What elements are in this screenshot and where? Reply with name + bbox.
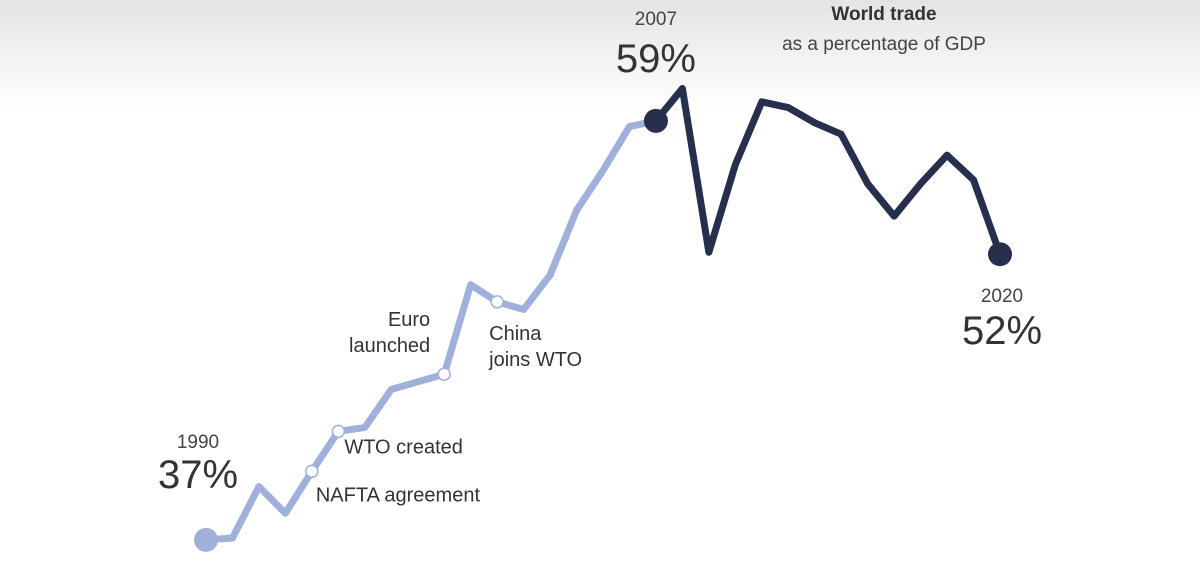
annotation-label: launched [349,335,430,357]
annotation-label: WTO created [344,436,463,458]
year-label: 2020 [981,286,1023,307]
year-label: 2007 [635,9,677,30]
value-label: 52% [962,309,1042,353]
annotation-label: joins WTO [488,349,582,371]
annotation-label: Euro [388,309,430,331]
annotation-label: China [489,323,542,345]
line-series [652,85,1004,258]
line-series [202,117,660,544]
endpoint-marker [643,108,668,133]
endpoint-marker [194,527,218,552]
year-label: 1990 [177,432,219,453]
value-label: 37% [158,453,238,497]
value-label: 59% [616,37,696,81]
annotation-marker [490,295,504,309]
header-background [0,0,1200,110]
endpoint-marker [988,242,1012,267]
chart-title: World trade [831,4,936,25]
annotation-marker [437,367,451,381]
chart-subtitle: as a percentage of GDP [782,34,986,55]
annotation-marker [305,464,319,479]
annotation-marker [331,424,346,439]
annotation-label: NAFTA agreement [316,484,481,506]
